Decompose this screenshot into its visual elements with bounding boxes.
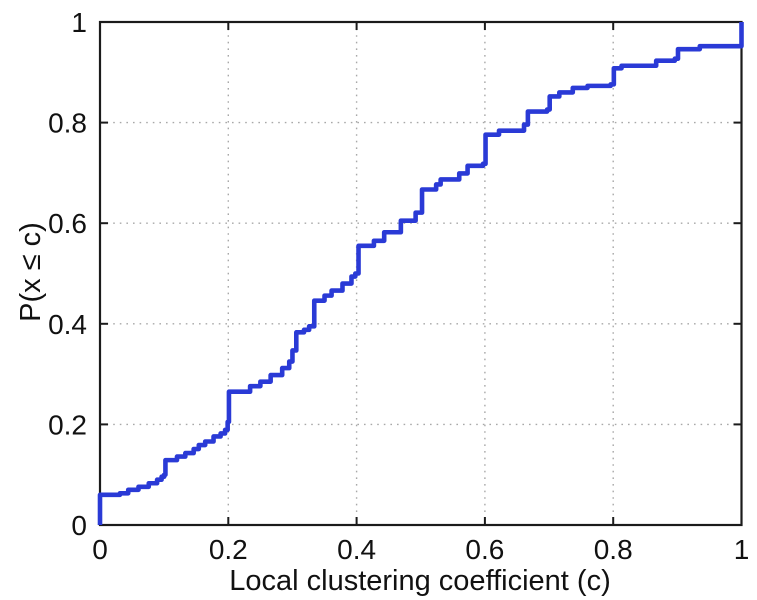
x-tick-label: 0.4 bbox=[337, 534, 376, 565]
x-axis-label: Local clustering coefficient (c) bbox=[229, 565, 610, 597]
x-tick-label: 0.6 bbox=[465, 534, 504, 565]
plot-frame bbox=[98, 20, 743, 527]
y-tick-labels: 0 0.2 0.4 0.6 0.8 1 bbox=[48, 7, 87, 541]
x-tick-labels: 0 0.2 0.4 0.6 0.8 1 bbox=[92, 534, 749, 565]
y-axis-label: P(x ≤ c) bbox=[15, 222, 47, 322]
y-tick-label: 1 bbox=[71, 7, 87, 38]
x-tick-label: 0.2 bbox=[209, 534, 248, 565]
x-tick-label: 1 bbox=[734, 534, 750, 565]
x-tick-label: 0.8 bbox=[594, 534, 633, 565]
x-tick-label: 0 bbox=[92, 534, 108, 565]
y-tick-label: 0.6 bbox=[48, 208, 87, 239]
y-tick-label: 0 bbox=[71, 510, 87, 541]
y-tick-label: 0.4 bbox=[48, 309, 87, 340]
y-tick-label: 0.2 bbox=[48, 409, 87, 440]
y-tick-label: 0.8 bbox=[48, 108, 87, 139]
cdf-step-line bbox=[97, 22, 744, 525]
